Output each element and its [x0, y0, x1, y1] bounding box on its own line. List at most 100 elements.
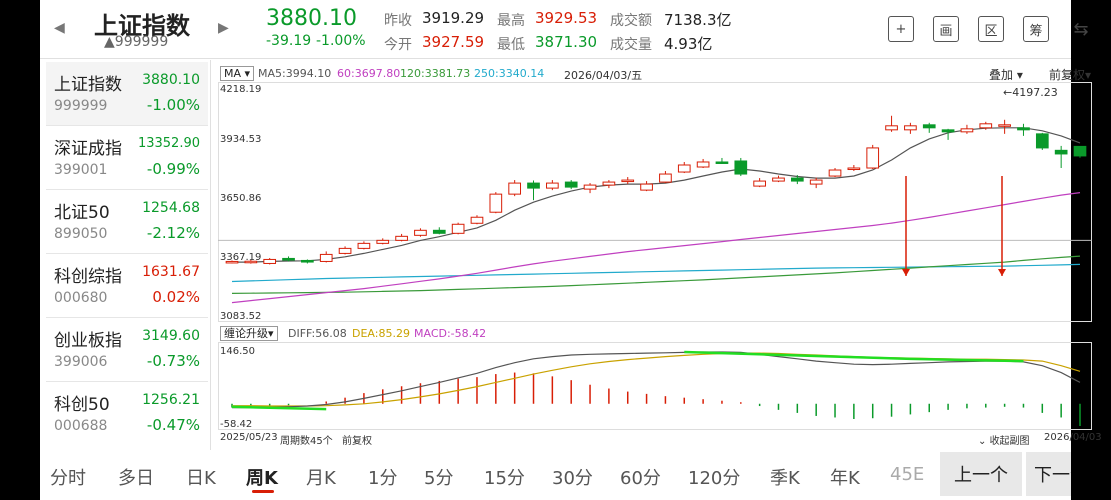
candle-body	[338, 247, 352, 254]
panel-divider	[210, 60, 211, 450]
tab-monthly-k[interactable]: 月K	[306, 468, 336, 489]
watchlist-price: 13352.90	[137, 136, 200, 151]
rotate-icon[interactable]: ⇆	[1073, 18, 1089, 40]
stat-label: 成交量	[610, 37, 652, 53]
candle-body	[979, 123, 993, 129]
watchlist-pct: -0.99%	[146, 160, 200, 178]
tab-30min[interactable]: 30分	[552, 468, 593, 489]
candle-body	[376, 239, 390, 244]
tab-daily-k[interactable]: 日K	[186, 468, 216, 489]
stock-name: 上证指数	[94, 12, 190, 40]
tab-120min[interactable]: 120分	[688, 468, 741, 489]
max-price-value: 4197.23	[1012, 86, 1058, 99]
annotation-arrowhead	[902, 269, 910, 276]
watchlist-code: 000680	[54, 290, 108, 306]
watchlist-code: 000688	[54, 418, 108, 434]
next-stock-arrow-icon[interactable]: ▶	[218, 20, 229, 36]
tab-multiday[interactable]: 多日	[118, 468, 154, 489]
watchlist-item[interactable]: 深证成指 13352.90 399001 -0.99%	[46, 126, 208, 190]
plus-icon[interactable]: +	[888, 16, 914, 42]
watchlist-name: 上证指数	[54, 75, 122, 95]
watchlist-price: 1256.21	[142, 392, 200, 408]
current-price: 3880.10	[266, 6, 357, 31]
watchlist-item[interactable]: 科创50 1256.21 000688 -0.47%	[46, 382, 208, 446]
ma-selector[interactable]: MA ▾	[220, 66, 255, 81]
tab-45e[interactable]: 45E	[890, 464, 925, 485]
ma-selector-label: MA	[224, 67, 242, 80]
collapse-subchart-button[interactable]: ⌄ 收起副图	[978, 436, 1030, 447]
candle-body	[809, 179, 823, 185]
watchlist-item[interactable]: 创业板指 3149.60 399006 -0.73%	[46, 318, 208, 382]
annotation-arrowhead	[998, 269, 1006, 276]
ma250-legend: 250:3340.14	[474, 67, 545, 80]
candle-body	[790, 177, 804, 182]
candle-body	[847, 167, 861, 171]
trend-segment	[684, 350, 1024, 363]
macd-chart-frame	[218, 342, 1092, 430]
watchlist-item[interactable]: 上证指数 3880.10 999999 -1.00%	[46, 62, 208, 126]
next-stock-button[interactable]: 下一个	[1026, 452, 1071, 496]
price-change-pct: -1.00%	[316, 33, 366, 49]
macd-tick: -58.42	[220, 419, 253, 430]
candle-body	[659, 173, 672, 183]
adjust-button[interactable]: 前复权▾	[1049, 68, 1092, 82]
stat-low: 3871.30	[535, 33, 598, 51]
tab-1min[interactable]: 1分	[368, 468, 398, 489]
watchlist-code: 899050	[54, 226, 108, 242]
candle-body	[772, 177, 785, 182]
period-count: 周期数45个	[280, 436, 333, 447]
watchlist-name: 科创50	[54, 395, 110, 415]
macd-chart[interactable]	[218, 342, 1092, 430]
candle-body	[621, 179, 635, 183]
watchlist-code: 999999	[54, 98, 108, 114]
tab-intraday[interactable]: 分时	[50, 468, 86, 489]
stat-label: 昨收	[384, 13, 412, 29]
candle-body	[263, 258, 277, 264]
candle-body	[904, 125, 917, 131]
watchlist-item[interactable]: 北证50 1254.68 899050 -2.12%	[46, 190, 208, 254]
tab-weekly-k[interactable]: 周K	[246, 468, 278, 489]
candle-body	[414, 229, 427, 236]
watchlist-name: 深证成指	[54, 139, 122, 159]
watchlist-panel: 上证指数 3880.10 999999 -1.00% 深证成指 13352.90…	[46, 62, 208, 448]
candle-body	[1054, 149, 1068, 155]
ma60-legend: 60:3697.80	[337, 67, 401, 80]
price-chart-frame	[218, 82, 1092, 322]
candle-body	[319, 253, 333, 262]
candle-body	[677, 164, 691, 173]
overlay-label: 叠加	[989, 68, 1014, 82]
candle-body	[357, 242, 371, 249]
collapse-subchart-label: 收起副图	[989, 436, 1030, 447]
stat-volume: 4.93亿	[664, 35, 713, 53]
draw-icon[interactable]: 画	[933, 16, 959, 42]
left-screen-edge	[0, 0, 40, 500]
prev-stock-arrow-icon[interactable]: ◀	[54, 20, 65, 36]
candle-body	[395, 235, 408, 241]
chip-icon[interactable]: 筹	[1023, 16, 1049, 42]
watchlist-pct: -1.00%	[146, 96, 200, 114]
diff-legend: DIFF:56.08	[288, 327, 347, 340]
tab-yearly-k[interactable]: 年K	[830, 468, 860, 489]
ma60-line	[231, 192, 1081, 304]
tab-15min[interactable]: 15分	[484, 468, 525, 489]
tab-5min[interactable]: 5分	[424, 468, 454, 489]
candle-body	[1073, 145, 1087, 157]
candle-body	[470, 216, 484, 224]
prev-stock-button[interactable]: 上一个	[940, 452, 1022, 496]
tab-quarterly-k[interactable]: 季K	[770, 468, 800, 489]
stock-code: ▲999999	[104, 34, 169, 50]
price-chart[interactable]	[218, 82, 1092, 322]
indicator-selector[interactable]: 缠论升级▾	[220, 326, 278, 341]
dea-line	[232, 352, 1081, 407]
overlay-button[interactable]: 叠加 ▾	[989, 68, 1023, 82]
macd-tick: 146.50	[220, 346, 255, 357]
watchlist-item[interactable]: 科创综指 1631.67 000680 0.02%	[46, 254, 208, 318]
candle-body	[1017, 127, 1030, 131]
tab-60min[interactable]: 60分	[620, 468, 661, 489]
candle-body	[941, 129, 955, 133]
candle-body	[583, 184, 597, 190]
candle-body	[885, 125, 898, 131]
region-icon[interactable]: 区	[978, 16, 1004, 42]
price-tick: 3083.52	[220, 311, 262, 322]
chart-date: 2026/04/03/五	[564, 69, 643, 82]
